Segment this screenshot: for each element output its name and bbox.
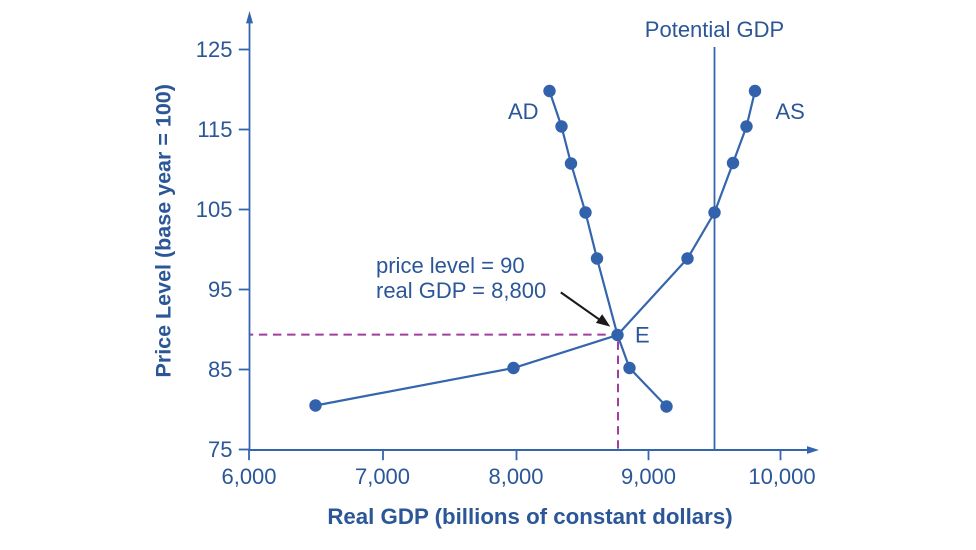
svg-text:AS: AS: [776, 99, 805, 124]
svg-text:9,000: 9,000: [621, 464, 676, 489]
svg-text:115: 115: [197, 117, 232, 142]
svg-text:AD: AD: [508, 99, 539, 124]
svg-text:Price Level (base year = 100): Price Level (base year = 100): [152, 84, 176, 377]
svg-text:price level = 90: price level = 90: [376, 253, 525, 278]
svg-text:95: 95: [208, 277, 232, 302]
svg-text:10,000: 10,000: [748, 464, 815, 489]
svg-text:Real GDP (billions of constant: Real GDP (billions of constant dollars): [327, 504, 732, 529]
svg-text:real GDP = 8,800: real GDP = 8,800: [376, 278, 546, 303]
svg-text:8,000: 8,000: [488, 464, 543, 489]
svg-text:125: 125: [196, 37, 233, 62]
svg-text:Potential GDP: Potential GDP: [645, 17, 784, 42]
svg-text:E: E: [635, 323, 650, 348]
svg-text:105: 105: [196, 197, 233, 222]
svg-text:6,000: 6,000: [221, 464, 276, 489]
svg-text:7,000: 7,000: [355, 464, 410, 489]
svg-text:85: 85: [208, 357, 232, 382]
svg-text:75: 75: [208, 437, 232, 462]
